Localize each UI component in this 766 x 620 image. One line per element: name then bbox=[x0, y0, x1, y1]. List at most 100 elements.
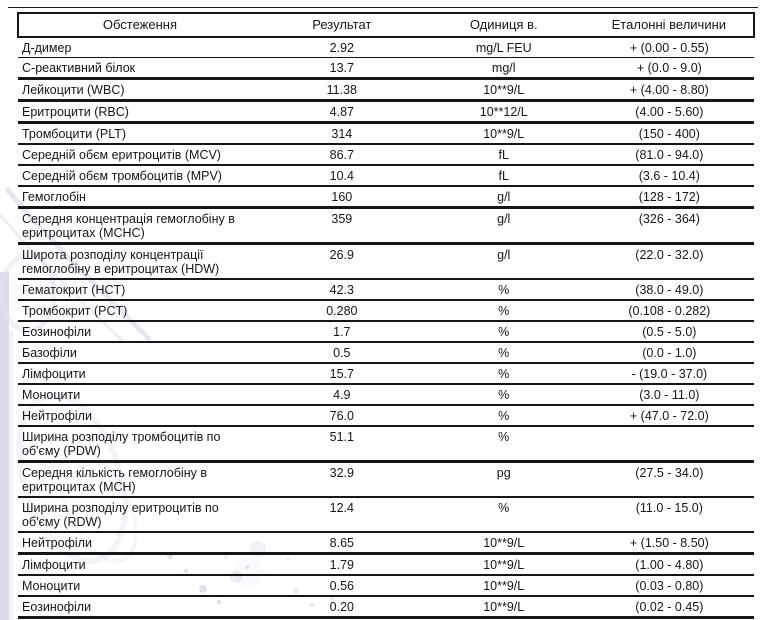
table-row: Еозинофіли 0.20 10**9/L (0.02 - 0.45) bbox=[18, 596, 754, 619]
test-reference-cell: - (19.0 - 37.0) bbox=[584, 363, 754, 385]
test-name-cell: Широта розподілу концентрації гемоглобін… bbox=[18, 243, 261, 280]
test-name-cell: Базофіли bbox=[18, 342, 261, 364]
test-reference-cell: (81.0 - 94.0) bbox=[584, 144, 754, 166]
test-reference-cell: (0.0 - 1.0) bbox=[584, 342, 754, 364]
table-row: Ширина розподілу еритроцитів по об'єму (… bbox=[18, 497, 754, 533]
table-row: Лімфоцити 1.79 10**9/L (1.00 - 4.80) bbox=[18, 553, 754, 576]
test-reference-cell: (11.0 - 15.0) bbox=[584, 497, 754, 533]
test-name-cell: Ширина розподілу еритроцитів по об'єму (… bbox=[18, 497, 261, 533]
test-result-cell: 0.5 bbox=[260, 342, 423, 364]
test-reference-cell: + (1.50 - 8.50) bbox=[584, 532, 754, 555]
test-name-cell: Ширина розподілу тромбоцитів по об'єму (… bbox=[18, 426, 261, 463]
test-name-cell: Еритроцити (RBC) bbox=[18, 100, 261, 124]
test-name-cell: Середня кількість гемоглобіну в еритроци… bbox=[18, 461, 261, 498]
table-row: С-реактивний білок 13.7 mg/l + (0.0 - 9.… bbox=[18, 57, 754, 80]
table-row: Широта розподілу концентрації гемоглобін… bbox=[18, 243, 754, 280]
test-result-cell: 10.4 bbox=[260, 165, 423, 187]
table-row: Д-димер 2.92 mg/L FEU + (0.00 - 0.55) bbox=[18, 37, 754, 58]
test-unit-cell: % bbox=[422, 384, 585, 406]
watermark-left-band-inner bbox=[9, 330, 13, 620]
test-reference-cell: (150 - 400) bbox=[584, 122, 754, 145]
test-unit-cell: 10**9/L bbox=[422, 122, 585, 145]
table-row: Моноцити 0.56 10**9/L (0.03 - 0.80) bbox=[18, 575, 754, 597]
test-reference-cell: + (47.0 - 72.0) bbox=[584, 405, 754, 427]
test-result-cell: 42.3 bbox=[260, 279, 423, 301]
test-name-cell: Моноцити bbox=[18, 384, 261, 406]
table-header: Обстеження Результат Одиниця в. Еталонні… bbox=[17, 12, 756, 38]
test-result-cell: 314 bbox=[260, 122, 423, 145]
watermark-left-band bbox=[0, 272, 9, 620]
test-reference-cell: (4.00 - 5.60) bbox=[584, 100, 754, 124]
test-result-cell: 51.1 bbox=[260, 426, 423, 463]
test-unit-cell: fL bbox=[422, 165, 585, 187]
test-unit-cell: 10**12/L bbox=[422, 100, 585, 124]
test-reference-cell: (22.0 - 32.0) bbox=[584, 243, 754, 280]
table-row: Лейкоцити (WBC) 11.38 10**9/L + (4.00 - … bbox=[18, 78, 754, 102]
test-reference-cell: (128 - 172) bbox=[584, 186, 754, 209]
table-row: Ширина розподілу тромбоцитів по об'єму (… bbox=[18, 426, 754, 463]
table-row: Тромбоцити (PLT) 314 10**9/L (150 - 400) bbox=[18, 122, 754, 145]
test-unit-cell: % bbox=[422, 497, 585, 533]
test-unit-cell: % bbox=[422, 405, 585, 427]
test-name-cell: Еозинофіли bbox=[18, 321, 261, 343]
test-reference-cell: + (0.0 - 9.0) bbox=[584, 57, 754, 80]
test-name-cell: Нейтрофіли bbox=[18, 532, 261, 555]
test-result-cell: 32.9 bbox=[260, 461, 423, 498]
table-row: Еозинофіли 1.7 % (0.5 - 5.0) bbox=[18, 321, 754, 343]
test-result-cell: 0.280 bbox=[260, 300, 423, 322]
test-name-cell: Лімфоцити bbox=[18, 553, 261, 576]
test-unit-cell: % bbox=[422, 363, 585, 385]
test-unit-cell: % bbox=[422, 342, 585, 364]
test-reference-cell bbox=[584, 426, 754, 463]
test-name-cell: Лімфоцити bbox=[18, 363, 261, 385]
test-result-cell: 1.7 bbox=[260, 321, 423, 343]
table-row: Гемоглобін 160 g/l (128 - 172) bbox=[18, 186, 754, 209]
table-row: Середня концентрація гемоглобіну в еритр… bbox=[18, 207, 754, 245]
header-row: Обстеження Результат Одиниця в. Еталонні… bbox=[17, 12, 756, 38]
test-name-cell: Лейкоцити (WBC) bbox=[18, 78, 261, 102]
test-result-cell: 4.87 bbox=[260, 100, 423, 124]
test-reference-cell: (326 - 364) bbox=[584, 207, 754, 245]
table-row: Середня кількість гемоглобіну в еритроци… bbox=[18, 461, 754, 498]
test-unit-cell: mg/L FEU bbox=[422, 37, 585, 58]
test-reference-cell: (0.03 - 0.80) bbox=[584, 575, 754, 597]
test-name-cell: Середній обєм еритроцитів (MCV) bbox=[18, 144, 261, 166]
test-result-cell: 26.9 bbox=[260, 243, 423, 280]
test-result-cell: 86.7 bbox=[260, 144, 423, 166]
test-reference-cell: (27.5 - 34.0) bbox=[584, 461, 754, 498]
test-unit-cell: % bbox=[422, 279, 585, 301]
test-unit-cell: pg bbox=[422, 461, 585, 498]
table-row: Середній обєм тромбоцитів (MPV) 10.4 fL … bbox=[18, 165, 754, 187]
test-reference-cell: (38.0 - 49.0) bbox=[584, 279, 754, 301]
table-row: Нейтрофіли 8.65 10**9/L + (1.50 - 8.50) bbox=[18, 532, 754, 555]
test-reference-cell: (0.02 - 0.45) bbox=[584, 596, 754, 619]
test-result-cell: 1.79 bbox=[260, 553, 423, 576]
test-name-cell: Моноцити bbox=[18, 575, 261, 597]
test-result-cell: 4.9 bbox=[260, 384, 423, 406]
test-result-cell: 76.0 bbox=[260, 405, 423, 427]
table-row: Базофіли 0.5 % (0.0 - 1.0) bbox=[18, 342, 754, 364]
test-result-cell: 11.38 bbox=[260, 78, 423, 102]
test-result-cell: 13.7 bbox=[260, 57, 423, 80]
table-row: Середній обєм еритроцитів (MCV) 86.7 fL … bbox=[18, 144, 754, 166]
test-unit-cell: % bbox=[422, 321, 585, 343]
test-reference-cell: + (4.00 - 8.80) bbox=[584, 78, 754, 102]
test-name-cell: Гемоглобін bbox=[18, 186, 261, 209]
table-body: Д-димер 2.92 mg/L FEU + (0.00 - 0.55) С-… bbox=[18, 37, 754, 619]
test-unit-cell: 10**9/L bbox=[422, 78, 585, 102]
table-row: Еритроцити (RBC) 4.87 10**12/L (4.00 - 5… bbox=[18, 100, 754, 124]
test-reference-cell: (1.00 - 4.80) bbox=[584, 553, 754, 576]
test-name-cell: Середня концентрація гемоглобіну в еритр… bbox=[18, 207, 261, 245]
test-unit-cell: mg/l bbox=[422, 57, 585, 80]
test-result-cell: 359 bbox=[260, 207, 423, 245]
test-unit-cell: % bbox=[422, 426, 585, 463]
test-name-cell: Тромбокрит (PCT) bbox=[18, 300, 261, 322]
test-name-cell: С-реактивний білок bbox=[18, 57, 261, 80]
table-row: Нейтрофіли 76.0 % + (47.0 - 72.0) bbox=[18, 405, 754, 427]
test-result-cell: 160 bbox=[260, 186, 423, 209]
test-reference-cell: (3.0 - 11.0) bbox=[584, 384, 754, 406]
test-result-cell: 2.92 bbox=[260, 37, 423, 58]
test-unit-cell: g/l bbox=[422, 186, 585, 209]
test-unit-cell: g/l bbox=[422, 207, 585, 245]
